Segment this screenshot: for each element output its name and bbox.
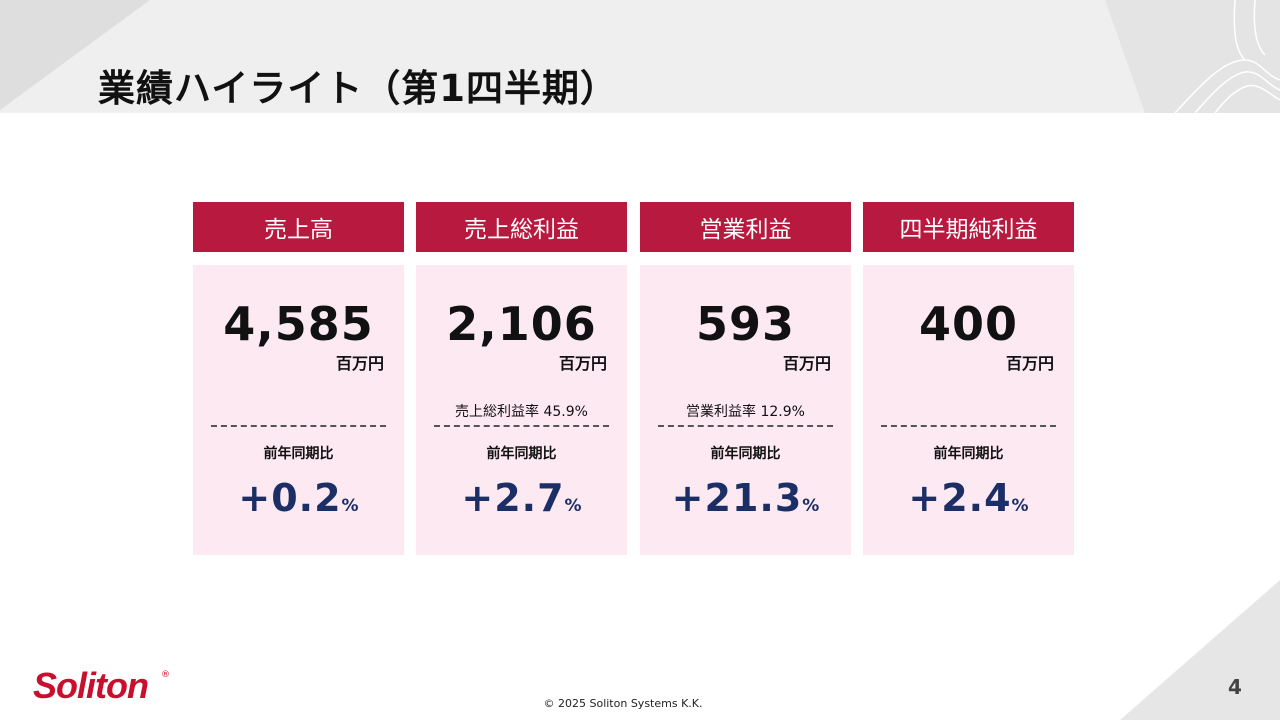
corner-decoration-top-right [1105,0,1280,113]
kpi-card-header: 四半期純利益 [863,202,1074,252]
page-number: 4 [1228,675,1242,699]
soliton-logo: Soliton [33,665,149,706]
dashed-divider [211,425,386,427]
kpi-unit: 百万円 [782,354,831,373]
yoy-percent-sign: % [341,496,359,516]
kpi-unit: 百万円 [335,354,384,373]
yoy-percent-sign: % [564,496,582,516]
kpi-card-header: 売上高 [193,202,404,252]
corner-decoration-top-left [0,0,150,110]
yoy-number: +2.4 [908,476,1012,520]
yoy-label: 前年同期比 [710,446,781,462]
header-band [0,0,1280,113]
kpi-value: 400 [918,297,1019,351]
kpi-card-header: 売上総利益 [416,202,627,252]
gross-margin-text: 売上総利益率 45.9% [455,404,588,420]
page-title: 業績ハイライト（第1四半期） [98,67,619,110]
kpi-value: 593 [695,297,796,351]
kpi-card-body [193,265,404,555]
yoy-percent-sign: % [802,496,820,516]
kpi-unit: 百万円 [1005,354,1054,373]
kpi-value: 4,585 [223,297,374,351]
kpi-card-body [416,265,627,555]
yoy-number: +0.2 [238,476,342,520]
operating-margin-text: 営業利益率 12.9% [686,404,805,420]
yoy-value: +2.7% [416,476,627,520]
kpi-card-body [640,265,851,555]
kpi-card-body [863,265,1074,555]
yoy-label: 前年同期比 [486,446,557,462]
corner-decoration-bottom-right [1120,580,1280,720]
copyright-text: © 2025 Soliton Systems K.K. [543,697,703,710]
yoy-percent-sign: % [1011,496,1029,516]
yoy-label: 前年同期比 [933,446,1004,462]
yoy-value: +2.4% [863,476,1074,520]
kpi-value: 2,106 [446,297,597,351]
registered-mark: ® [161,670,170,680]
dashed-divider [434,425,609,427]
yoy-value: +21.3% [640,476,851,520]
kpi-unit: 百万円 [558,354,607,373]
dashed-divider [658,425,833,427]
yoy-label: 前年同期比 [263,446,334,462]
yoy-value: +0.2% [193,476,404,520]
kpi-card-header: 営業利益 [640,202,851,252]
yoy-number: +2.7 [461,476,565,520]
dashed-divider [881,425,1056,427]
yoy-number: +21.3 [671,476,803,520]
